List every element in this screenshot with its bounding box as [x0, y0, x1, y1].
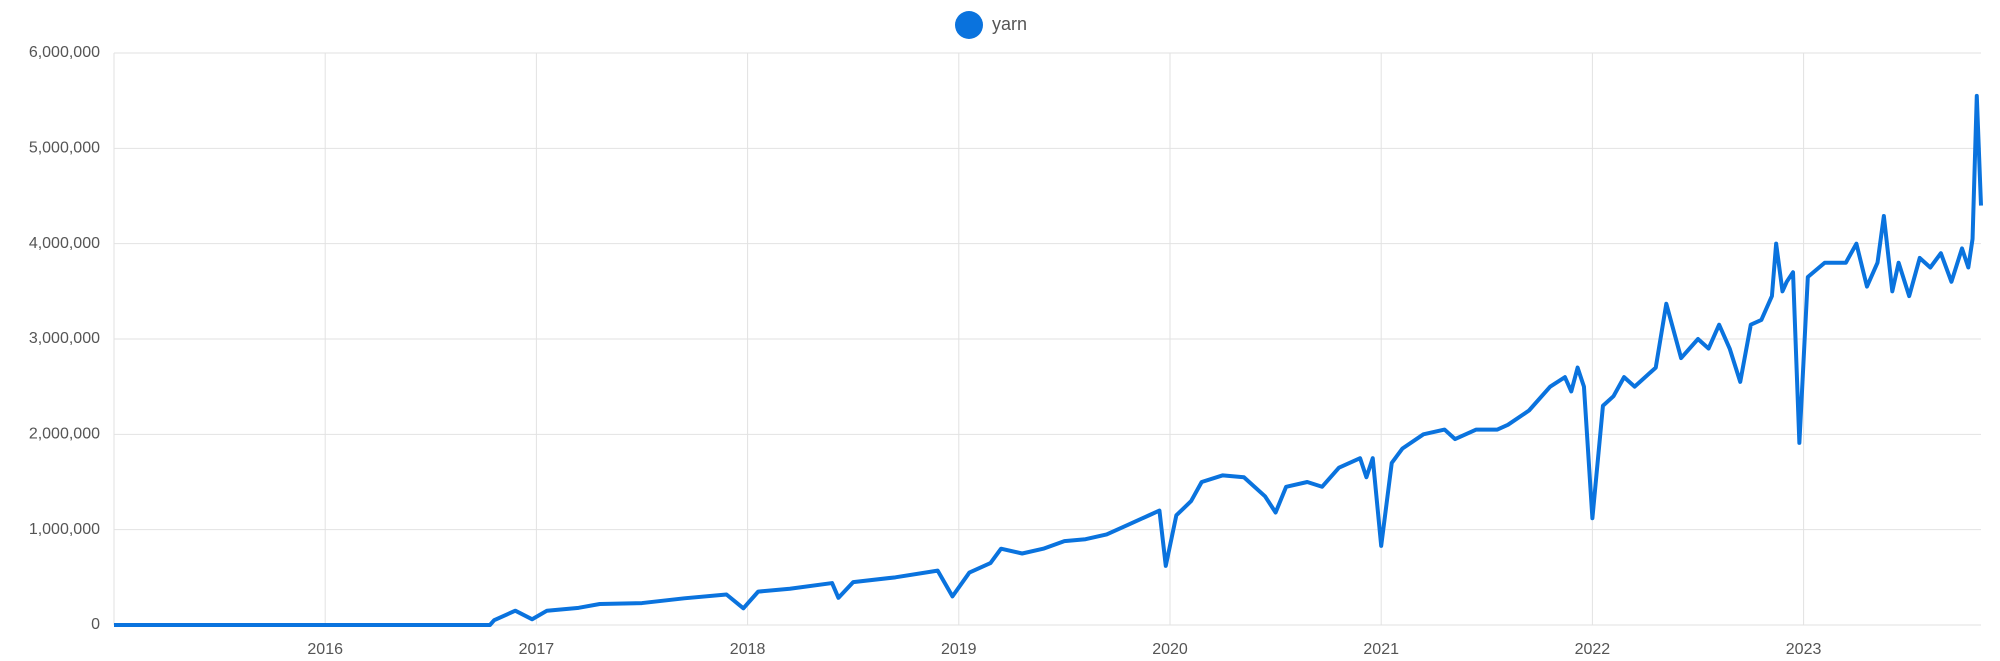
y-tick-label: 4,000,000 [29, 235, 100, 252]
y-tick-label: 5,000,000 [29, 140, 100, 157]
x-tick-label: 2020 [1152, 641, 1188, 658]
y-tick-label: 0 [91, 616, 100, 633]
y-tick-label: 3,000,000 [29, 330, 100, 347]
x-tick-label: 2017 [519, 641, 555, 658]
x-tick-label: 2023 [1786, 641, 1822, 658]
x-tick-label: 2016 [307, 641, 343, 658]
x-tick-label: 2022 [1575, 641, 1611, 658]
legend-label: yarn [992, 14, 1027, 34]
x-tick-label: 2019 [941, 641, 977, 658]
y-tick-label: 1,000,000 [29, 521, 100, 538]
x-tick-label: 2018 [730, 641, 766, 658]
y-tick-label: 2,000,000 [29, 426, 100, 443]
legend-marker [955, 11, 983, 39]
x-tick-label: 2021 [1363, 641, 1399, 658]
data-line [114, 93, 1983, 627]
y-tick-label: 6,000,000 [29, 44, 100, 61]
